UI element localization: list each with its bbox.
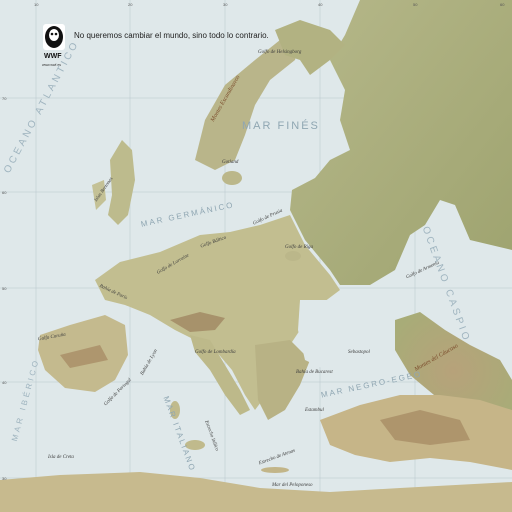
tick-top-5: 50	[413, 2, 418, 7]
label-bahia-bucarest: Bahía de Bucarest	[296, 370, 333, 375]
svg-text:WWF: WWF	[44, 53, 62, 60]
label-mar-fines: MAR FINÉS	[242, 120, 320, 132]
label-golfo-riga: Golfo de Riga	[285, 245, 314, 250]
italy	[190, 335, 250, 415]
eastern-landmass	[290, 0, 512, 285]
panda-logo-icon[interactable]: WWF	[40, 22, 70, 62]
wwf-url[interactable]: www.wwf.es	[42, 63, 62, 67]
tick-top-4: 40	[318, 2, 323, 7]
label-mar-peloponeso: Mar del Peloponeso	[272, 483, 313, 488]
tick-left-3: 50	[2, 286, 7, 291]
caucasus	[395, 312, 512, 430]
tick-left-4: 40	[2, 380, 7, 385]
label-gotland: Gotland	[222, 160, 239, 165]
label-isla-creta: Isla de Creta	[48, 455, 74, 460]
tick-top-1: 10	[34, 2, 39, 7]
scandinavia	[195, 40, 300, 170]
label-estambul: Estambul	[305, 408, 324, 413]
north-africa	[0, 472, 512, 512]
label-golfo-lombardia: Golfo de Lombardía	[195, 350, 236, 355]
tick-left-2: 60	[2, 190, 7, 195]
tick-top-3: 30	[223, 2, 228, 7]
britain	[108, 140, 135, 225]
tick-left-1: 70	[2, 96, 7, 101]
label-sebastopol: Sebastopol	[348, 350, 370, 355]
tagline: No queremos cambiar el mundo, sino todo …	[74, 31, 269, 40]
balkans	[255, 340, 310, 420]
tick-top-6: 60	[500, 2, 505, 7]
tick-left-5: 30	[2, 476, 7, 481]
tick-top-2: 20	[128, 2, 133, 7]
label-golfo-helsingborg: Golfo de Helsingborg	[258, 50, 302, 55]
